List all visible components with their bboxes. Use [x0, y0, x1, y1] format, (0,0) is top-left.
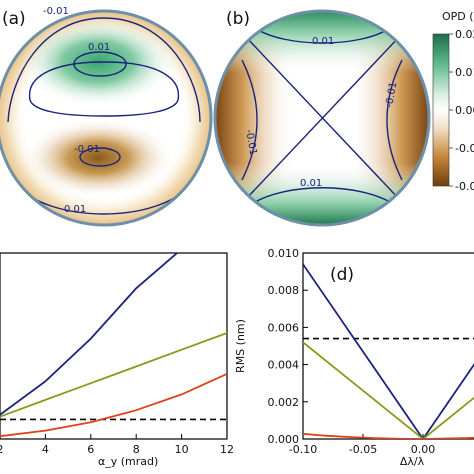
panel-d-ylabel: RMS (nm)	[234, 319, 247, 373]
contour-a-small-bot	[79, 147, 121, 167]
x-tick-label: 4	[42, 443, 49, 456]
contour-label-b-4: 0.01	[300, 178, 322, 189]
contour-a-small-top	[73, 51, 127, 77]
y-tick-label: 0.002	[268, 396, 300, 409]
panel-c-x-ticks: 2 4 6 8 10 12	[0, 434, 234, 456]
x-tick-label: 6	[87, 443, 94, 456]
colorbar: OPD (nm 0.02 0.01 0.00 -0.00 -0.00	[432, 10, 474, 193]
y-tick-label: 0.010	[268, 247, 300, 260]
contour-label-a-2: 0.01	[88, 42, 110, 53]
contour-label-a-4: 0.01	[64, 204, 86, 215]
contour-label-a-1: -0.01	[43, 6, 69, 17]
panel-d-label: (d)	[330, 265, 354, 285]
x-tick-label: -0.10	[289, 443, 317, 456]
colorbar-gradient	[432, 33, 450, 187]
x-tick-label: 10	[175, 443, 189, 456]
panel-a: -0.01 0.01 -0.01 0.01 (a)	[0, 6, 213, 227]
panel-c: 2 4 6 8 10 12 α_y (mrad)	[0, 252, 234, 468]
panel-d-xlabel: Δλ/λ	[400, 455, 425, 468]
colorbar-tick-label: -0.00	[455, 142, 474, 155]
zero-line-b-2	[244, 35, 401, 201]
x-tick-label: 12	[220, 443, 234, 456]
panel-b-label: (b)	[226, 9, 250, 29]
colorbar-tick-label: -0.00	[455, 180, 474, 193]
contour-b-bottom	[249, 187, 396, 206]
x-tick-label: 8	[133, 443, 140, 456]
contour-label-a-3: -0.01	[74, 144, 100, 155]
y-tick-label: 0.006	[268, 321, 300, 334]
panel-d-label-bg	[325, 262, 359, 286]
panel-c-xlabel: α_y (mrad)	[98, 455, 158, 468]
colorbar-ticks: 0.02 0.01 0.00 -0.00 -0.00	[449, 28, 474, 193]
colorbar-tick-label: 0.02	[455, 28, 474, 41]
panel-d-plot	[303, 263, 474, 439]
contour-a-outer-top	[7, 17, 201, 123]
contour-b-left	[241, 59, 258, 181]
series-line-red	[303, 432, 474, 439]
colorbar-tick-label: 0.01	[455, 66, 474, 79]
colorbar-tick-label: 0.00	[455, 104, 474, 117]
panel-b-map	[215, 11, 429, 225]
contour-b-right	[386, 59, 403, 181]
panel-b: 0.01 -0.01 -0.01 0.01 (b)	[213, 9, 431, 227]
series-line-blue	[303, 263, 474, 439]
panel-d: -0.10-0.050.000.00.0000.0020.0040.0060.0…	[234, 247, 474, 468]
series-line-red	[0, 373, 227, 438]
contour-label-b-3: -0.01	[384, 81, 399, 108]
contour-b-top	[254, 27, 391, 44]
x-tick-label: -0.05	[349, 443, 377, 456]
series-line-olive	[303, 341, 474, 439]
contour-label-b-1: 0.01	[312, 36, 334, 47]
series-line-olive	[0, 332, 227, 418]
panel-c-frame	[0, 252, 228, 440]
y-tick-label: 0.000	[268, 433, 300, 446]
series-line-blue	[0, 253, 178, 416]
y-tick-label: 0.004	[268, 359, 300, 372]
panel-a-map	[0, 11, 211, 225]
x-tick-label: 2	[0, 443, 4, 456]
y-tick-label: 0.008	[268, 284, 300, 297]
panel-c-plot	[0, 253, 227, 438]
contour-label-b-2: -0.01	[243, 129, 258, 156]
x-tick-label: 0.00	[411, 443, 436, 456]
colorbar-title: OPD (nm	[442, 10, 474, 23]
panel-a-label: (a)	[2, 9, 26, 29]
contour-a-inner	[28, 61, 180, 117]
panel-d-ticks: -0.10-0.050.000.00.0000.0020.0040.0060.0…	[268, 247, 436, 456]
